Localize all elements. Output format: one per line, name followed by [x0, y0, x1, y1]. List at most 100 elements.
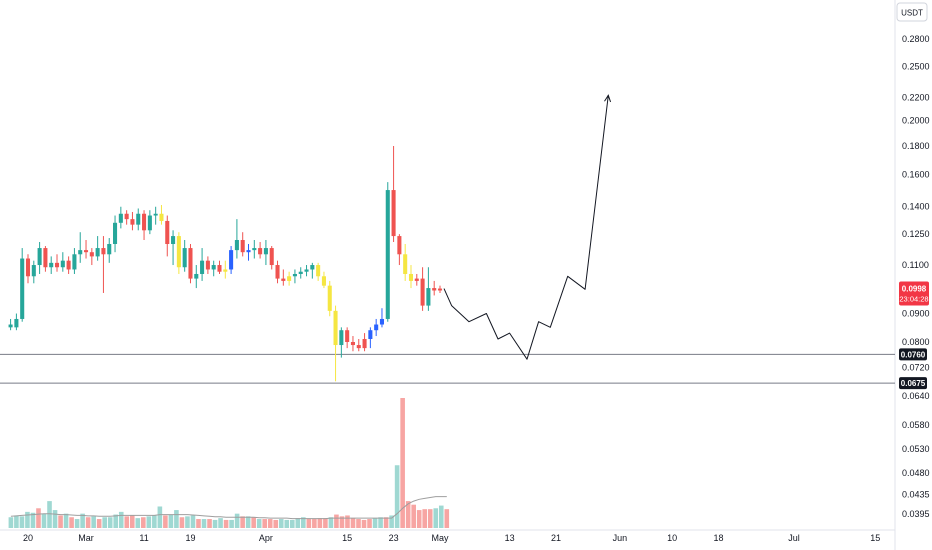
volume-bar	[174, 510, 179, 528]
volume-bar	[411, 504, 416, 528]
time-axis[interactable]: 20 Mar 11 19 Apr 15 23 May 13 21 Jun 10 18 Jul 15	[23, 533, 880, 543]
candle	[54, 254, 60, 272]
y-tick-label: 0.0395	[902, 509, 930, 519]
candle	[292, 269, 297, 284]
candle	[182, 240, 187, 272]
volume-bar	[157, 506, 163, 528]
candle	[171, 230, 176, 266]
candle-body	[107, 244, 112, 255]
volume-bar	[207, 519, 212, 528]
candle	[408, 265, 414, 289]
candle	[200, 248, 205, 281]
level-price-tag	[899, 348, 927, 361]
candle-body	[327, 285, 332, 311]
candle-body	[165, 220, 170, 244]
y-tick-label: 0.0640	[902, 391, 930, 401]
volume-bar	[306, 519, 312, 528]
volume-bar	[400, 398, 405, 528]
x-tick-label: Jun	[613, 533, 628, 543]
volume-bar	[113, 514, 119, 528]
candle-body	[60, 260, 65, 268]
candle	[37, 241, 42, 274]
candle-body	[118, 213, 123, 223]
candle	[95, 236, 100, 261]
candle-body	[113, 222, 118, 244]
candle	[211, 260, 216, 277]
volume-bar	[8, 517, 14, 528]
candle	[385, 182, 390, 322]
volume-bar	[422, 509, 428, 528]
candle	[118, 206, 123, 229]
candle-body	[142, 213, 147, 231]
projection-line[interactable]	[443, 95, 609, 360]
candle	[147, 210, 152, 235]
volume-bar	[36, 508, 41, 528]
candle-body	[263, 248, 268, 255]
candle	[432, 280, 437, 296]
volume-bar	[163, 515, 168, 528]
candle	[130, 211, 135, 231]
candle-body	[287, 276, 292, 281]
candle	[31, 260, 36, 284]
projection-path[interactable]	[443, 94, 612, 360]
candle	[223, 260, 228, 279]
volume-bar	[273, 519, 279, 528]
currency-badge[interactable]: USDT	[896, 2, 928, 22]
candle	[327, 280, 332, 317]
candle	[14, 313, 19, 331]
candle-body	[194, 273, 199, 279]
volume-bar	[218, 518, 223, 528]
candle	[205, 256, 210, 274]
candle	[333, 305, 338, 382]
candle	[258, 241, 263, 259]
candle	[124, 210, 129, 225]
candle	[298, 267, 303, 279]
candle	[316, 262, 321, 281]
candle-body	[350, 342, 355, 346]
candle	[20, 248, 25, 322]
candle-body	[310, 265, 315, 270]
volume-bar	[141, 517, 146, 528]
candle-body	[437, 288, 443, 291]
candle-body	[292, 273, 297, 277]
volume-bar	[118, 511, 124, 528]
volume-bar	[229, 519, 234, 528]
volume-bar	[129, 515, 135, 528]
candle-body	[229, 250, 234, 270]
candle-body	[316, 265, 321, 277]
y-tick-label: 0.1250	[902, 229, 930, 239]
candle-body	[252, 248, 257, 251]
horizontal-levels[interactable]	[0, 353, 895, 384]
y-tick-label: 0.2200	[902, 92, 930, 102]
volume-bar	[85, 517, 91, 528]
chart-grid	[0, 0, 896, 550]
x-tick-label: 15	[870, 533, 880, 543]
candle	[83, 240, 89, 259]
candle-body	[362, 338, 367, 349]
candle-body	[159, 213, 164, 221]
candle	[281, 269, 286, 286]
candle	[356, 338, 361, 352]
level-price-label: 0.0760	[901, 350, 926, 359]
volume-bar	[301, 517, 306, 528]
price-axis[interactable]: USDT 0.2800 0.2500 0.2200 0.2000 0.1800 0.160…	[896, 2, 930, 519]
candle-body	[385, 190, 390, 319]
candle	[72, 248, 77, 274]
volume-bar	[152, 515, 157, 528]
candle-body	[304, 269, 309, 272]
volume-bar	[25, 511, 30, 528]
x-tick-label: 18	[714, 533, 724, 543]
y-tick-label: 0.0480	[902, 468, 930, 478]
volume-bar	[372, 518, 378, 528]
candle-body	[379, 318, 385, 325]
volume-bar	[284, 519, 290, 528]
current-price-tag	[899, 281, 929, 306]
candle	[339, 327, 344, 358]
volume-bar	[323, 518, 328, 528]
volume-bar	[47, 501, 52, 528]
candle-body	[368, 330, 373, 339]
volume-bar	[19, 516, 25, 528]
candle-body	[14, 318, 19, 328]
